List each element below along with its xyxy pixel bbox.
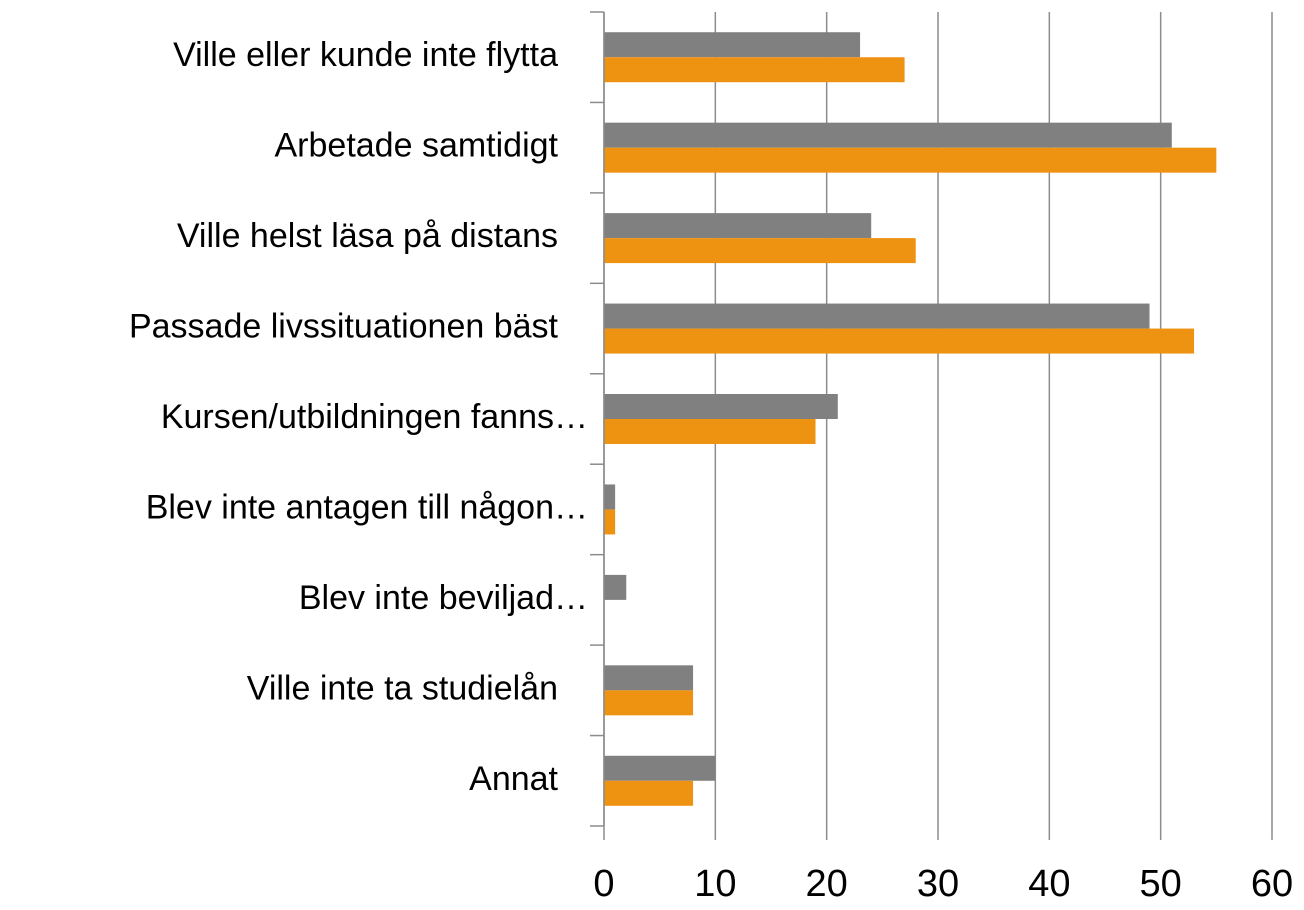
y-tick-label: Blev inte antagen till någon… [146,488,588,526]
y-tick-label: Kursen/utbildningen fanns… [161,398,588,436]
y-tick-label: Ville inte ta studielån [247,669,558,707]
bar [604,574,627,600]
bar [604,213,872,239]
y-tick-label: Blev inte beviljad… [299,579,588,617]
y-tick-label: Ville helst läsa på distans [177,217,558,255]
bar [604,238,916,264]
x-tick-label: 40 [1028,863,1070,905]
bar [604,328,1195,354]
bar [604,690,694,716]
x-tick-label: 60 [1251,863,1293,905]
bar [604,32,861,58]
x-tick-label: 30 [917,863,959,905]
x-tick-label: 0 [593,863,614,905]
y-tick-label: Annat [469,760,558,798]
bar [604,57,905,83]
bar [604,484,616,510]
y-tick-label: Arbetade samtidigt [275,127,559,165]
bar [604,122,1172,148]
bar [604,755,716,781]
bar [604,419,816,444]
bar [604,509,616,535]
x-tick-label: 20 [806,863,848,905]
y-tick-label: Passade livssituationen bäst [129,308,559,346]
bar [604,665,694,691]
x-tick-label: 10 [694,863,736,905]
x-tick-label: 50 [1140,863,1182,905]
bar [604,780,694,806]
bar [604,394,838,419]
bar [604,147,1217,173]
bar [604,303,1150,329]
y-tick-label: Ville eller kunde inte flytta [173,36,558,74]
